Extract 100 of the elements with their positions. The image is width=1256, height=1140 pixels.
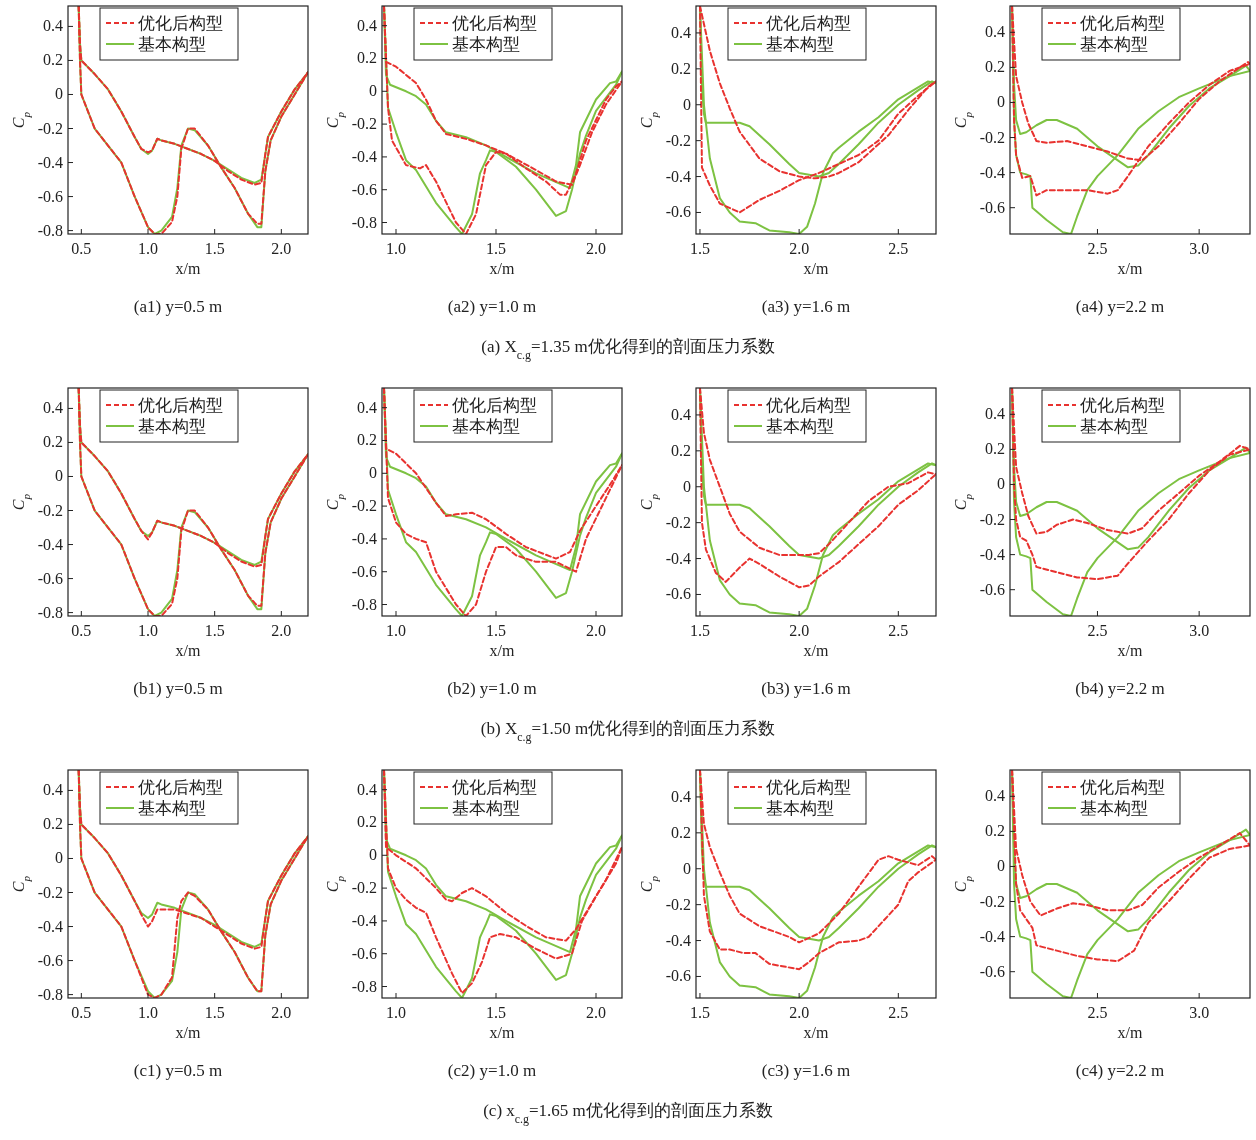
legend-label: 基本构型 <box>452 799 520 818</box>
x-tick-label: 0.5 <box>71 1004 92 1021</box>
y-tick-label: 0 <box>55 85 63 103</box>
x-tick-label: 2.0 <box>789 622 810 639</box>
y-tick-label: -0.6 <box>665 203 691 221</box>
y-tick-label: -0.6 <box>351 562 377 580</box>
y-tick-label: -0.6 <box>37 569 63 587</box>
text: (a3) y=1.6 m <box>761 297 851 316</box>
y-tick-label: 0.4 <box>671 23 691 41</box>
x-tick-label: 1.5 <box>486 240 506 257</box>
text: (a) X$_{c.g}$=1.35 m优化得到的剖面压力系数 <box>481 337 775 362</box>
text: (a4) y=2.2 m <box>1075 297 1165 316</box>
x-tick-label: 1.5 <box>204 1004 225 1021</box>
y-tick-label: -0.2 <box>979 510 1005 528</box>
y-tick-label: 0.2 <box>985 58 1005 76</box>
y-tick-label: 0.2 <box>671 823 691 841</box>
y-tick-label: -0.6 <box>979 198 1005 216</box>
x-tick-label: 1.0 <box>138 622 158 639</box>
y-tick-label: 0.2 <box>43 815 63 833</box>
x-tick-label: 2.5 <box>1087 240 1108 257</box>
x-tick-label: 1.0 <box>138 1004 158 1021</box>
y-tick-label: -0.6 <box>665 967 691 985</box>
y-tick-label: 0.4 <box>43 781 63 799</box>
y-tick-label: -0.6 <box>351 180 377 198</box>
y-tick-label: -0.4 <box>37 535 63 553</box>
y-tick-label: -0.6 <box>979 962 1005 980</box>
y-tick-label: 0.2 <box>43 51 63 69</box>
y-tick-label: 0.2 <box>671 441 691 459</box>
x-tick-label: 3.0 <box>1189 1004 1210 1021</box>
x-tick-label: 1.5 <box>689 1004 710 1021</box>
y-tick-label: -0.8 <box>37 985 63 1003</box>
x-tick-label: 2.0 <box>271 240 292 257</box>
y-tick-label: 0.4 <box>671 405 691 423</box>
y-tick-label: 0.2 <box>671 59 691 77</box>
y-tick-label: -0.4 <box>665 549 691 567</box>
x-tick-label: 2.0 <box>586 240 606 257</box>
text: (c1) y=0.5 m <box>133 1061 223 1080</box>
y-tick-label: 0.2 <box>985 822 1005 840</box>
text: (c3) y=1.6 m <box>761 1061 851 1080</box>
y-tick-label: -0.8 <box>37 221 63 239</box>
legend-label: 优化后构型 <box>1080 778 1165 797</box>
legend-label: 优化后构型 <box>452 396 537 415</box>
text: (c2) y=1.0 m <box>447 1061 537 1080</box>
x-axis-title: x/m <box>1117 642 1143 659</box>
y-tick-label: -0.6 <box>665 585 691 603</box>
x-axis-title: x/m <box>1117 260 1143 277</box>
y-tick-label: -0.4 <box>665 931 691 949</box>
y-tick-label: -0.4 <box>37 917 63 935</box>
x-tick-label: 2.5 <box>1087 1004 1108 1021</box>
y-tick-label: -0.2 <box>351 115 377 133</box>
x-tick-label: 2.0 <box>789 240 810 257</box>
x-tick-label: 2.5 <box>1087 622 1108 639</box>
x-axis-title: x/m <box>175 1024 201 1041</box>
y-tick-label: 0.4 <box>357 398 377 416</box>
text: (b) X$_{c.g}$=1.50 m优化得到的剖面压力系数 <box>480 719 776 744</box>
y-tick-label: -0.8 <box>37 603 63 621</box>
y-tick-label: -0.4 <box>351 147 377 165</box>
legend-label: 基本构型 <box>138 417 206 436</box>
x-tick-label: 1.5 <box>204 622 225 639</box>
y-tick-label: 0 <box>683 477 691 495</box>
legend-label: 基本构型 <box>138 35 206 54</box>
text: (b2) y=1.0 m <box>447 679 537 698</box>
legend-label: 优化后构型 <box>138 14 223 33</box>
y-tick-label: -0.2 <box>37 501 63 519</box>
x-axis-title: x/m <box>803 642 829 659</box>
x-axis-title: x/m <box>489 260 515 277</box>
legend-label: 优化后构型 <box>1080 396 1165 415</box>
y-tick-label: -0.2 <box>979 892 1005 910</box>
y-tick-label: 0.4 <box>985 787 1005 805</box>
x-tick-label: 1.5 <box>204 240 225 257</box>
y-tick-label: 0.4 <box>671 787 691 805</box>
y-tick-label: 0.4 <box>43 17 63 35</box>
y-tick-label: -0.4 <box>351 529 377 547</box>
x-tick-label: 2.5 <box>888 1004 909 1021</box>
y-tick-label: 0 <box>369 464 377 482</box>
y-tick-label: 0 <box>997 857 1005 875</box>
legend-label: 优化后构型 <box>1080 14 1165 33</box>
y-tick-label: 0 <box>997 93 1005 111</box>
text: (b1) y=0.5 m <box>133 679 223 698</box>
y-tick-label: 0 <box>997 475 1005 493</box>
legend-label: 基本构型 <box>1080 35 1148 54</box>
x-tick-label: 3.0 <box>1189 622 1210 639</box>
y-tick-label: 0.2 <box>985 440 1005 458</box>
text: (b4) y=2.2 m <box>1075 679 1165 698</box>
legend-label: 优化后构型 <box>766 396 851 415</box>
y-tick-label: 0 <box>683 95 691 113</box>
y-tick-label: 0 <box>369 82 377 100</box>
text: (a2) y=1.0 m <box>447 297 537 316</box>
y-tick-label: -0.8 <box>351 595 377 613</box>
x-axis-title: x/m <box>803 1024 829 1041</box>
x-tick-label: 2.0 <box>586 622 606 639</box>
x-tick-label: 0.5 <box>71 622 92 639</box>
y-tick-label: -0.6 <box>37 187 63 205</box>
x-tick-label: 0.5 <box>71 240 92 257</box>
y-tick-label: 0.2 <box>43 433 63 451</box>
x-tick-label: 1.0 <box>386 1004 406 1021</box>
y-tick-label: -0.6 <box>979 580 1005 598</box>
text: (c4) y=2.2 m <box>1075 1061 1165 1080</box>
x-axis-title: x/m <box>489 642 515 659</box>
y-tick-label: 0.2 <box>357 49 377 67</box>
